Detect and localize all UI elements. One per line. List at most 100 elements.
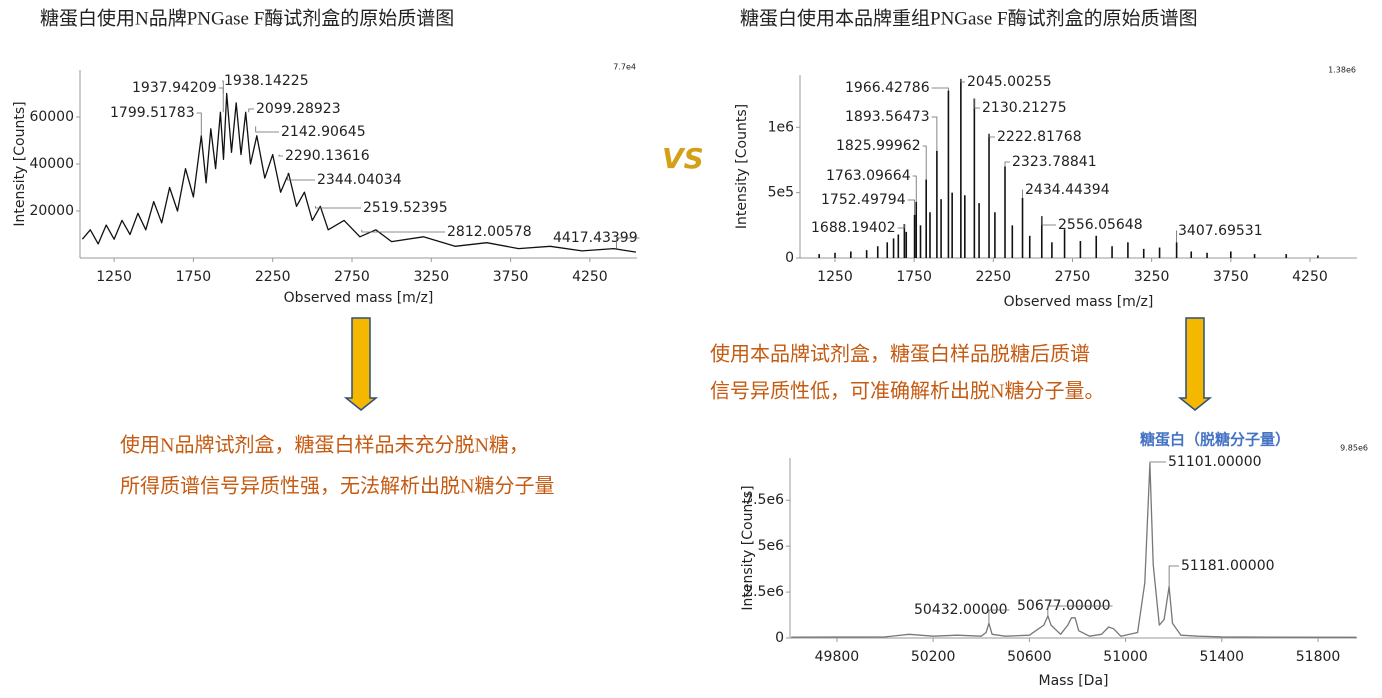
y-axis-label: Intensity [Counts] bbox=[734, 104, 750, 229]
note-line: 所得质谱信号异质性强，无法解析出脱N糖分子量 bbox=[120, 475, 554, 498]
x-tick-label: 2750 bbox=[1055, 269, 1091, 285]
leader-line bbox=[1004, 161, 1010, 167]
leader-line bbox=[361, 229, 445, 233]
x-tick-label: 1250 bbox=[817, 269, 853, 285]
peak-label: 2130.21275 bbox=[982, 100, 1067, 116]
x-tick-label: 1750 bbox=[896, 269, 932, 285]
chart-title: 糖蛋白（脱糖分子量） bbox=[1140, 431, 1290, 449]
y-tick-label: 0 bbox=[775, 630, 784, 646]
x-tick-label: 3250 bbox=[413, 269, 449, 285]
x-tick-label: 3750 bbox=[493, 269, 529, 285]
leader-line bbox=[1176, 230, 1178, 243]
leader-line bbox=[1149, 461, 1166, 464]
x-tick-label: 50200 bbox=[911, 649, 956, 665]
note-line: 信号异质性低，可准确解析出脱N糖分子量。 bbox=[710, 380, 1104, 403]
x-axis-label: Mass [Da] bbox=[1039, 673, 1109, 689]
y-axis-label: Intensity [Counts] bbox=[12, 101, 28, 226]
leader-line bbox=[907, 199, 915, 215]
leader-line bbox=[922, 145, 927, 180]
leader-line bbox=[255, 126, 279, 133]
peak-label: 2434.44394 bbox=[1025, 182, 1110, 198]
chart-title: 糖蛋白使用本品牌重组PNGase F酶试剂盒的原始质谱图 bbox=[740, 7, 1198, 29]
spectrum-line bbox=[81, 92, 637, 253]
leader-line bbox=[616, 237, 640, 249]
leader-line bbox=[988, 609, 1010, 624]
note-line: 使用本品牌试剂盒，糖蛋白样品脱糖后质谱 bbox=[710, 343, 1090, 366]
peak-label: 1825.99962 bbox=[836, 138, 921, 154]
y-tick-label: 2.5e6 bbox=[744, 584, 784, 600]
x-tick-label: 50600 bbox=[1007, 649, 1052, 665]
arrow bbox=[1177, 317, 1213, 411]
x-tick-label: 2250 bbox=[255, 269, 291, 285]
peak-label: 2222.81768 bbox=[997, 129, 1082, 145]
peak-label: 1966.42786 bbox=[845, 80, 930, 96]
peak-label: 2519.52395 bbox=[363, 200, 448, 216]
y-tick-label: 40000 bbox=[29, 156, 74, 172]
x-tick-label: 51800 bbox=[1296, 649, 1341, 665]
leader-line bbox=[1047, 605, 1113, 616]
x-tick-label: 2250 bbox=[975, 269, 1011, 285]
leader-line bbox=[248, 108, 254, 113]
leader-line bbox=[218, 87, 224, 113]
y-axis-label: Intensity [Counts] bbox=[740, 485, 756, 610]
peak-label: 1752.49794 bbox=[821, 192, 906, 208]
leader-line bbox=[196, 112, 202, 136]
leader-line bbox=[278, 154, 283, 157]
peak-label: 2323.78841 bbox=[1012, 154, 1097, 170]
x-tick-label: 3750 bbox=[1213, 269, 1249, 285]
x-tick-label: 4250 bbox=[1292, 269, 1328, 285]
peak-label: 2812.00578 bbox=[447, 224, 532, 240]
leader-line bbox=[931, 87, 949, 91]
chart-title: 糖蛋白使用N品牌PNGase F酶试剂盒的原始质谱图 bbox=[40, 7, 454, 29]
peak-label: 3407.69531 bbox=[1178, 223, 1263, 239]
x-axis-label: Observed mass [m/z] bbox=[284, 290, 434, 306]
x-tick-label: 49800 bbox=[815, 649, 860, 665]
leader-line bbox=[1168, 565, 1179, 587]
y-tick-label: 5e6 bbox=[758, 538, 785, 554]
leader-line bbox=[315, 206, 361, 209]
peak-label: 1763.09664 bbox=[826, 168, 911, 184]
x-tick-label: 4250 bbox=[572, 269, 608, 285]
y-tick-label: 1e6 bbox=[768, 119, 795, 135]
scale-label: 1.38e6 bbox=[1328, 66, 1356, 75]
leader-line bbox=[287, 173, 315, 181]
x-tick-label: 51400 bbox=[1200, 649, 1245, 665]
x-tick-label: 51000 bbox=[1103, 649, 1148, 665]
y-tick-label: 7.5e6 bbox=[744, 492, 784, 508]
peak-label: 2099.28923 bbox=[256, 101, 341, 117]
x-tick-label: 3250 bbox=[1134, 269, 1170, 285]
y-tick-label: 60000 bbox=[29, 109, 74, 125]
peak-label: 1799.51783 bbox=[110, 105, 195, 121]
y-tick-label: 5e5 bbox=[768, 185, 794, 201]
y-tick-label: 20000 bbox=[29, 203, 74, 219]
scale-label: 9.85e6 bbox=[1340, 444, 1368, 453]
peak-label: 2045.00255 bbox=[967, 74, 1052, 90]
peak-label: 51101.00000 bbox=[1168, 454, 1262, 470]
spectrum-line bbox=[791, 462, 1357, 638]
peak-label: 1938.14225 bbox=[224, 73, 309, 89]
peak-label: 1688.19402 bbox=[811, 220, 896, 236]
x-axis-label: Observed mass [m/z] bbox=[1004, 294, 1154, 310]
leader-line bbox=[897, 224, 905, 229]
peak-label: 1937.94209 bbox=[132, 80, 217, 96]
scale-label: 7.7e4 bbox=[613, 63, 636, 72]
leader-line bbox=[931, 116, 938, 151]
peak-label: 2556.05648 bbox=[1058, 217, 1143, 233]
peak-label: 2142.90645 bbox=[281, 124, 366, 140]
x-tick-label: 1750 bbox=[176, 269, 212, 285]
x-tick-label: 2750 bbox=[334, 269, 370, 285]
arrow bbox=[343, 317, 379, 411]
leader-line bbox=[973, 98, 980, 109]
leader-line bbox=[1041, 216, 1056, 226]
peak-label: 1893.56473 bbox=[845, 109, 930, 125]
peak-label: 2344.04034 bbox=[317, 172, 402, 188]
peak-label: 51181.00000 bbox=[1181, 558, 1275, 574]
leader-line bbox=[912, 175, 917, 202]
x-tick-label: 1250 bbox=[96, 269, 132, 285]
leader-line bbox=[222, 80, 224, 94]
note-line: 使用N品牌试剂盒，糖蛋白样品未充分脱N糖， bbox=[120, 434, 529, 457]
y-tick-label: 0 bbox=[785, 250, 794, 266]
leader-line bbox=[960, 78, 965, 83]
